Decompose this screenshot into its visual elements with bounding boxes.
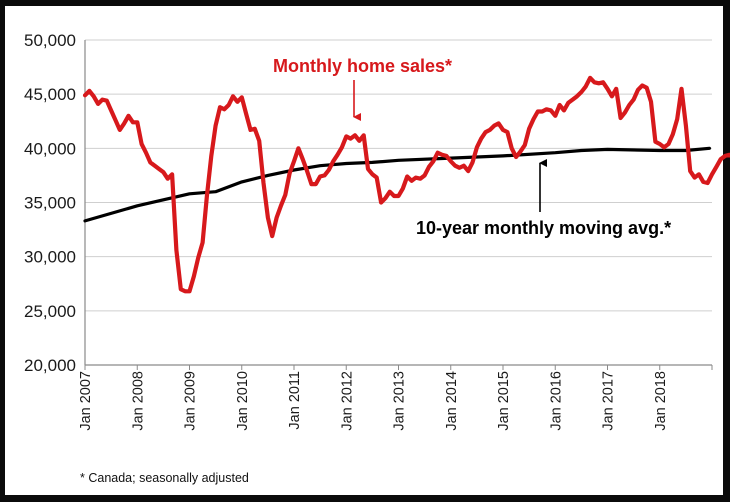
x-tick-label: Jan 2009 — [183, 371, 199, 431]
series-line-monthly-sales — [82, 75, 730, 294]
x-tick-label: Jan 2011 — [287, 371, 303, 430]
x-tick-label: Jan 2017 — [601, 371, 617, 431]
y-tick-label: 45,000 — [24, 85, 76, 104]
moving-average-label: 10-year monthly moving avg.* — [416, 218, 671, 238]
y-tick-label: 40,000 — [24, 139, 76, 158]
series-line-moving-average — [83, 146, 712, 223]
x-tick-label: Jan 2008 — [130, 371, 146, 431]
x-tick-label: Jan 2014 — [444, 371, 460, 431]
y-axis-tick-labels: 50,000 45,000 40,000 35,000 30,000 25,000 20,0… — [24, 31, 76, 375]
x-tick-label: Jan 2010 — [235, 371, 251, 431]
x-tick-label: Jan 2015 — [496, 371, 512, 431]
x-tick-label: Jan 2018 — [653, 371, 669, 431]
y-tick-label: 35,000 — [24, 194, 76, 213]
y-tick-label: 20,000 — [24, 356, 76, 375]
x-tick-label: Jan 2012 — [339, 371, 355, 431]
footnote: * Canada; seasonally adjusted — [80, 471, 249, 485]
chart-frame — [5, 6, 723, 495]
x-axis-tick-labels: Jan 2007 Jan 2008 Jan 2009 Jan 2010 Jan 2011… — [78, 371, 669, 431]
series-lines — [82, 75, 730, 294]
gridlines — [85, 39, 712, 312]
y-tick-label: 50,000 — [24, 31, 76, 50]
y-tick-label: 30,000 — [24, 248, 76, 267]
y-tick-label: 25,000 — [24, 302, 76, 321]
x-tick-label: Jan 2007 — [78, 371, 94, 431]
x-tick-label: Jan 2016 — [548, 371, 564, 431]
x-tick-label: Jan 2013 — [392, 371, 408, 431]
sales-series-label: Monthly home sales* — [273, 56, 452, 76]
